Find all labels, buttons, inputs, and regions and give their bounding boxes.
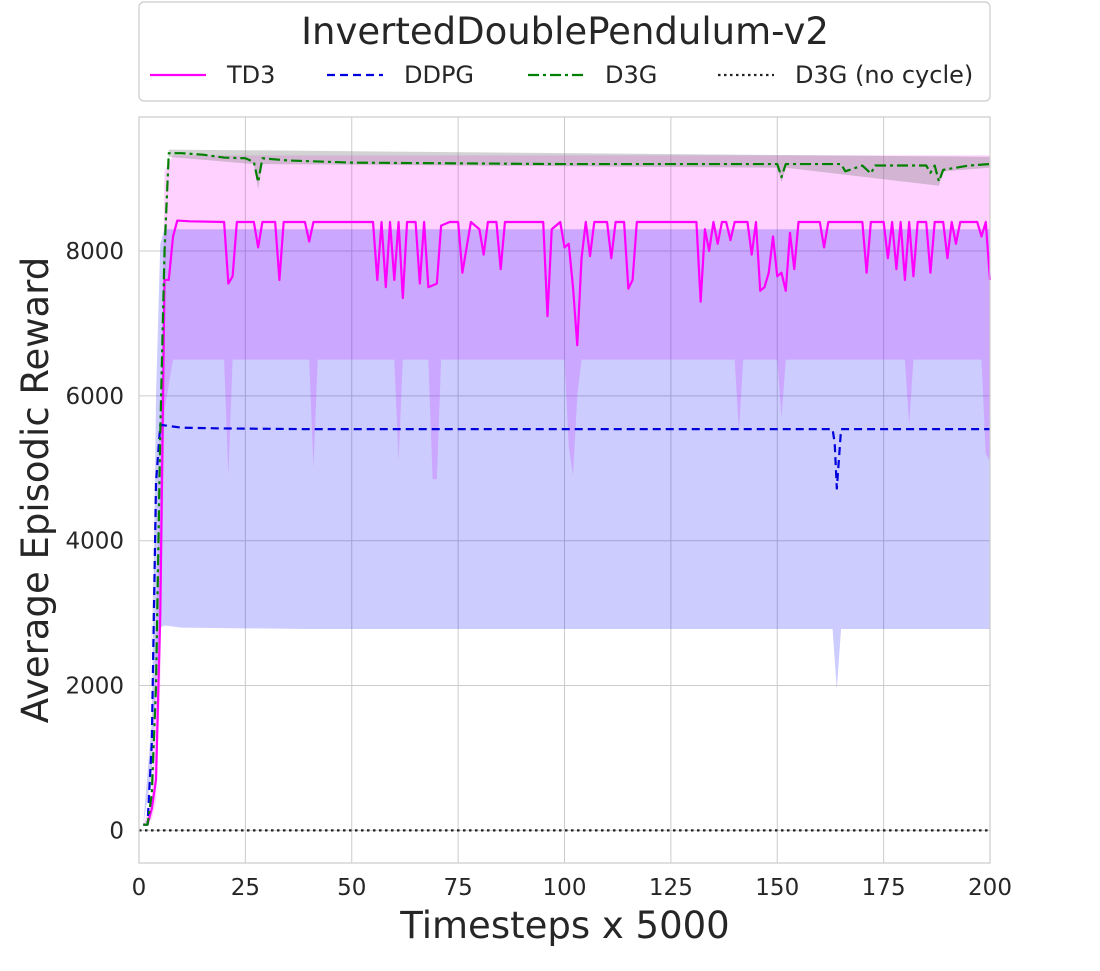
x-tick-label: 200: [968, 875, 1012, 901]
x-tick-label: 125: [649, 875, 693, 901]
band-ddpg: [143, 229, 990, 825]
y-tick-label: 8000: [65, 239, 124, 265]
x-tick-label: 50: [337, 875, 366, 901]
series-line-d3g: [143, 152, 991, 826]
x-axis-label: Timesteps x 5000: [399, 904, 729, 947]
y-tick-label: 6000: [65, 384, 124, 410]
x-tick-label: 0: [132, 875, 147, 901]
series-line-ddpg: [143, 423, 990, 826]
x-tick-label: 25: [231, 875, 260, 901]
series-lines: [139, 152, 992, 832]
y-tick-label: 2000: [65, 674, 124, 700]
legend-frame: [138, 1, 991, 102]
plot-area: [138, 116, 992, 864]
series-line-td3: [143, 219, 992, 826]
x-axis-ticks: 0 25 50 75 100 125 150 175 200: [132, 875, 1012, 901]
legend-label-ddpg: DDPG: [404, 61, 474, 89]
x-tick-label: 175: [862, 875, 906, 901]
y-axis-label: Average Episodic Reward: [14, 257, 57, 723]
y-tick-label: 4000: [65, 529, 124, 555]
band-td3: [143, 155, 990, 825]
legend-label-d3g-no-cycle: D3G (no cycle): [795, 61, 973, 89]
x-tick-label: 150: [755, 875, 799, 901]
legend-entries: TD3 DDPG D3G D3G (no cycle): [150, 61, 973, 89]
legend-label-td3: TD3: [226, 61, 275, 89]
x-tick-label: 75: [443, 875, 472, 901]
x-tick-label: 100: [543, 875, 587, 901]
confidence-bands: [143, 149, 990, 825]
legend-label-d3g: D3G: [605, 61, 657, 89]
chart-title: InvertedDoublePendulum-v2: [301, 10, 829, 53]
plot-border: [138, 116, 991, 864]
y-axis-ticks: 0 2000 4000 6000 8000: [65, 239, 124, 844]
legend: InvertedDoublePendulum-v2 TD3 DDPG D3G D3G …: [138, 1, 991, 102]
y-tick-label: 0: [109, 818, 124, 844]
